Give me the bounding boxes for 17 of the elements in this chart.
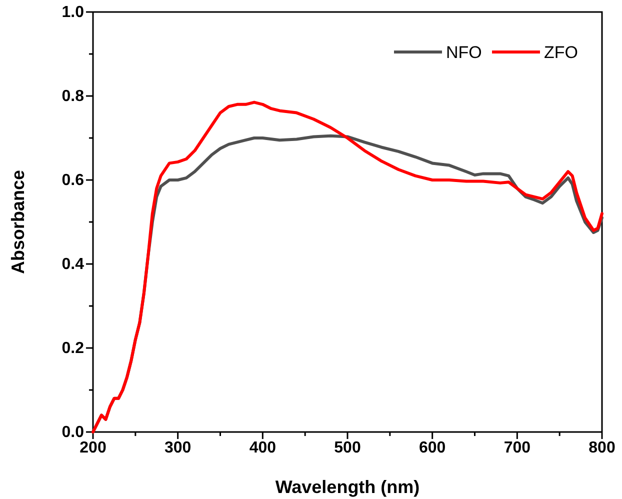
x-tick-label: 300 bbox=[164, 439, 192, 456]
x-tick-label: 200 bbox=[80, 439, 106, 456]
legend-label: ZFO bbox=[544, 43, 578, 62]
x-tick-label: 800 bbox=[588, 439, 616, 456]
y-tick-label: 1.0 bbox=[62, 4, 84, 22]
y-tick-label: 0.4 bbox=[62, 256, 84, 274]
x-tick-label: 500 bbox=[334, 439, 361, 456]
x-tick-label: 400 bbox=[249, 439, 276, 456]
x-axis-title: Wavelength (nm) bbox=[275, 477, 420, 497]
y-tick-label: 0.0 bbox=[62, 424, 84, 442]
legend-label: NFO bbox=[446, 43, 482, 62]
x-tick-label: 600 bbox=[418, 439, 446, 456]
y-tick-label: 0.6 bbox=[62, 172, 84, 190]
y-axis-title: Absorbance bbox=[8, 170, 28, 274]
y-tick-label: 0.2 bbox=[62, 340, 84, 358]
y-tick-label: 0.8 bbox=[62, 88, 84, 106]
x-tick-label: 700 bbox=[504, 439, 531, 456]
